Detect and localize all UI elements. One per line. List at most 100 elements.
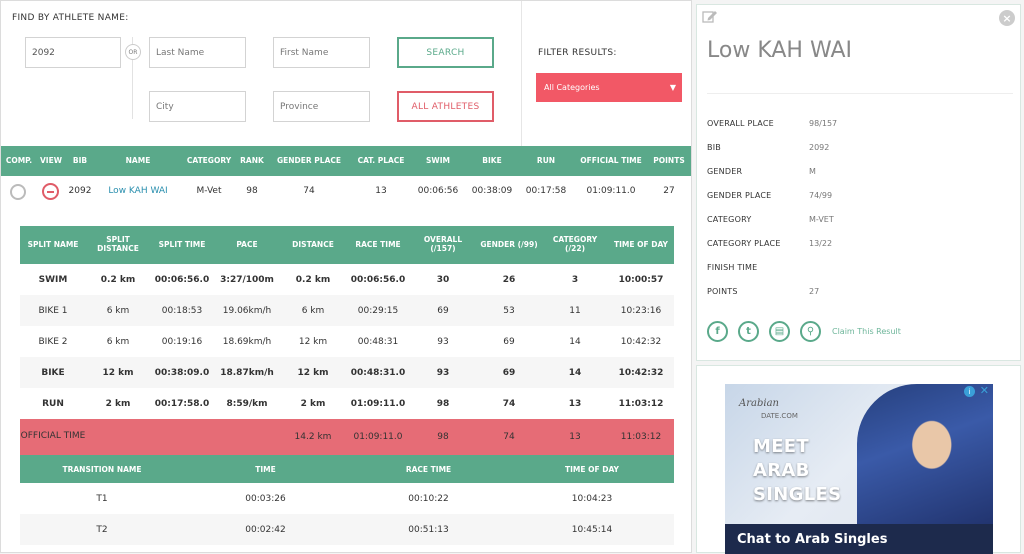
col-rank: RANK bbox=[240, 156, 264, 165]
province-input[interactable] bbox=[273, 91, 370, 122]
transition-time: 00:03:26 bbox=[245, 493, 286, 504]
sh-split-distance: SPLIT DISTANCE bbox=[97, 235, 139, 253]
split-time-of-day: 10:00:57 bbox=[618, 274, 664, 285]
split-overall: 30 bbox=[436, 274, 450, 285]
official-time-row: OFFICIAL TIME 14.2 km 01:09:11.0 98 74 1… bbox=[20, 419, 674, 455]
split-category: 3 bbox=[571, 274, 579, 285]
transition-row-t2: T2 00:02:42 00:51:13 10:45:14 bbox=[20, 514, 674, 545]
split-name: RUN bbox=[42, 398, 64, 409]
official-category: 13 bbox=[569, 432, 581, 442]
ad-info-icon[interactable]: i bbox=[964, 386, 975, 397]
split-time-of-day: 10:23:16 bbox=[620, 305, 662, 316]
split-row-run: RUN 2 km 00:17:58.0 8:59/km 2 km 01:09:1… bbox=[20, 388, 674, 419]
row-bike: 00:38:09 bbox=[471, 186, 513, 196]
split-category: 14 bbox=[569, 336, 581, 347]
table-row: 2092 Low KAH WAI M-Vet 98 74 13 00:06:56… bbox=[1, 176, 691, 206]
split-gender: 53 bbox=[503, 305, 515, 316]
find-athlete-label: FIND BY ATHLETE NAME: bbox=[12, 13, 129, 23]
official-distance: 14.2 km bbox=[294, 432, 332, 442]
facebook-icon[interactable]: f bbox=[707, 321, 728, 342]
filter-label: FILTER RESULTS: bbox=[538, 48, 617, 58]
splits-header: SPLIT NAME SPLIT DISTANCE SPLIT TIME PAC… bbox=[20, 226, 674, 264]
split-time: 00:06:56.0 bbox=[154, 274, 210, 285]
detail-value: M-VET bbox=[809, 215, 834, 224]
split-distance: 2 km bbox=[105, 398, 131, 409]
sh-category: CATEGORY (/22) bbox=[552, 235, 598, 253]
split-pace: 19.06km/h bbox=[222, 305, 272, 316]
edit-icon[interactable] bbox=[702, 9, 718, 23]
last-name-input[interactable] bbox=[149, 37, 246, 68]
first-name-input[interactable] bbox=[273, 37, 370, 68]
twitter-icon[interactable]: t bbox=[738, 321, 759, 342]
search-icon[interactable]: ⚲ bbox=[800, 321, 821, 342]
split-row-swim: SWIM 0.2 km 00:06:56.0 3:27/100m 0.2 km … bbox=[20, 264, 674, 295]
split-total-distance: 12 km bbox=[297, 367, 329, 378]
ad-close-icon[interactable]: ✕ bbox=[979, 384, 989, 397]
split-distance: 12 km bbox=[102, 367, 134, 378]
split-time: 00:17:58.0 bbox=[154, 398, 210, 409]
split-overall: 93 bbox=[437, 336, 449, 347]
detail-label: OVERALL PLACE bbox=[707, 119, 774, 128]
detail-value: 2092 bbox=[809, 143, 830, 152]
col-category: CATEGORY bbox=[186, 156, 232, 165]
city-input[interactable] bbox=[149, 91, 246, 122]
athlete-name-link[interactable]: Low KAH WAI bbox=[108, 186, 168, 196]
card-divider bbox=[707, 93, 1013, 94]
col-bike: BIKE bbox=[482, 156, 502, 165]
split-distance: 0.2 km bbox=[100, 274, 136, 285]
split-race-time: 00:06:56.0 bbox=[350, 274, 406, 285]
sh-time-of-day: TIME OF DAY bbox=[614, 239, 668, 249]
col-points: POINTS bbox=[653, 156, 685, 165]
split-name: BIKE 2 bbox=[38, 336, 68, 347]
close-icon[interactable]: × bbox=[999, 10, 1015, 26]
split-overall: 93 bbox=[436, 367, 450, 378]
row-bib: 2092 bbox=[68, 186, 92, 196]
row-category: M-Vet bbox=[196, 186, 222, 196]
collapse-icon[interactable] bbox=[42, 183, 59, 200]
claim-result-link[interactable]: Claim This Result bbox=[832, 327, 901, 336]
official-time-of-day: 11:03:12 bbox=[620, 432, 662, 442]
split-gender: 69 bbox=[502, 367, 516, 378]
search-button[interactable]: SEARCH bbox=[397, 37, 494, 68]
official-race-time: 01:09:11.0 bbox=[353, 432, 403, 442]
split-total-distance: 0.2 km bbox=[295, 274, 331, 285]
ad-footer[interactable]: Chat to Arab Singles bbox=[725, 524, 993, 554]
split-time: 00:38:09.0 bbox=[154, 367, 210, 378]
sh-split-time: SPLIT TIME bbox=[158, 239, 206, 249]
or-badge: OR bbox=[125, 44, 141, 60]
sh-distance: DISTANCE bbox=[292, 239, 334, 249]
detail-value: 27 bbox=[809, 287, 820, 296]
split-total-distance: 12 km bbox=[298, 336, 328, 347]
all-athletes-button[interactable]: ALL ATHLETES bbox=[397, 91, 494, 122]
split-distance: 6 km bbox=[106, 336, 130, 347]
split-race-time: 00:29:15 bbox=[357, 305, 399, 316]
split-gender: 69 bbox=[503, 336, 515, 347]
ad-logo: Arabian bbox=[739, 398, 779, 409]
ad-headline-1: MEET bbox=[753, 436, 809, 457]
bib-input[interactable] bbox=[25, 37, 121, 68]
row-gender-place: 74 bbox=[303, 186, 315, 196]
compare-radio[interactable] bbox=[10, 184, 26, 200]
transition-race-time: 00:10:22 bbox=[408, 493, 449, 504]
detail-value: 13/22 bbox=[809, 239, 833, 248]
split-total-distance: 2 km bbox=[300, 398, 326, 409]
caret-down-icon: ▼ bbox=[669, 83, 676, 92]
row-swim: 00:06:56 bbox=[417, 186, 459, 196]
document-icon[interactable]: ▤ bbox=[769, 321, 790, 342]
split-time: 00:18:53 bbox=[161, 305, 203, 316]
transition-time-of-day: 10:45:14 bbox=[571, 524, 613, 535]
transition-race-time: 00:51:13 bbox=[408, 524, 449, 535]
ad-banner[interactable]: Arabian DATE.COM MEET ARAB SINGLES Chat … bbox=[725, 384, 993, 554]
transition-time: 00:02:42 bbox=[245, 524, 286, 535]
split-gender: 74 bbox=[502, 398, 516, 409]
category-filter-select[interactable]: All Categories ▼ bbox=[536, 73, 682, 102]
row-official-time: 01:09:11.0 bbox=[586, 186, 636, 196]
transition-name: T2 bbox=[96, 524, 108, 535]
split-name: SWIM bbox=[38, 274, 68, 285]
split-time-of-day: 10:42:32 bbox=[618, 367, 664, 378]
detail-label: BIB bbox=[707, 143, 721, 152]
athlete-title: Low KAH WAI bbox=[707, 38, 853, 63]
transition-row-t1: T1 00:03:26 00:10:22 10:04:23 bbox=[20, 483, 674, 514]
th-time: TIME bbox=[255, 464, 276, 474]
detail-value: 98/157 bbox=[809, 119, 838, 128]
